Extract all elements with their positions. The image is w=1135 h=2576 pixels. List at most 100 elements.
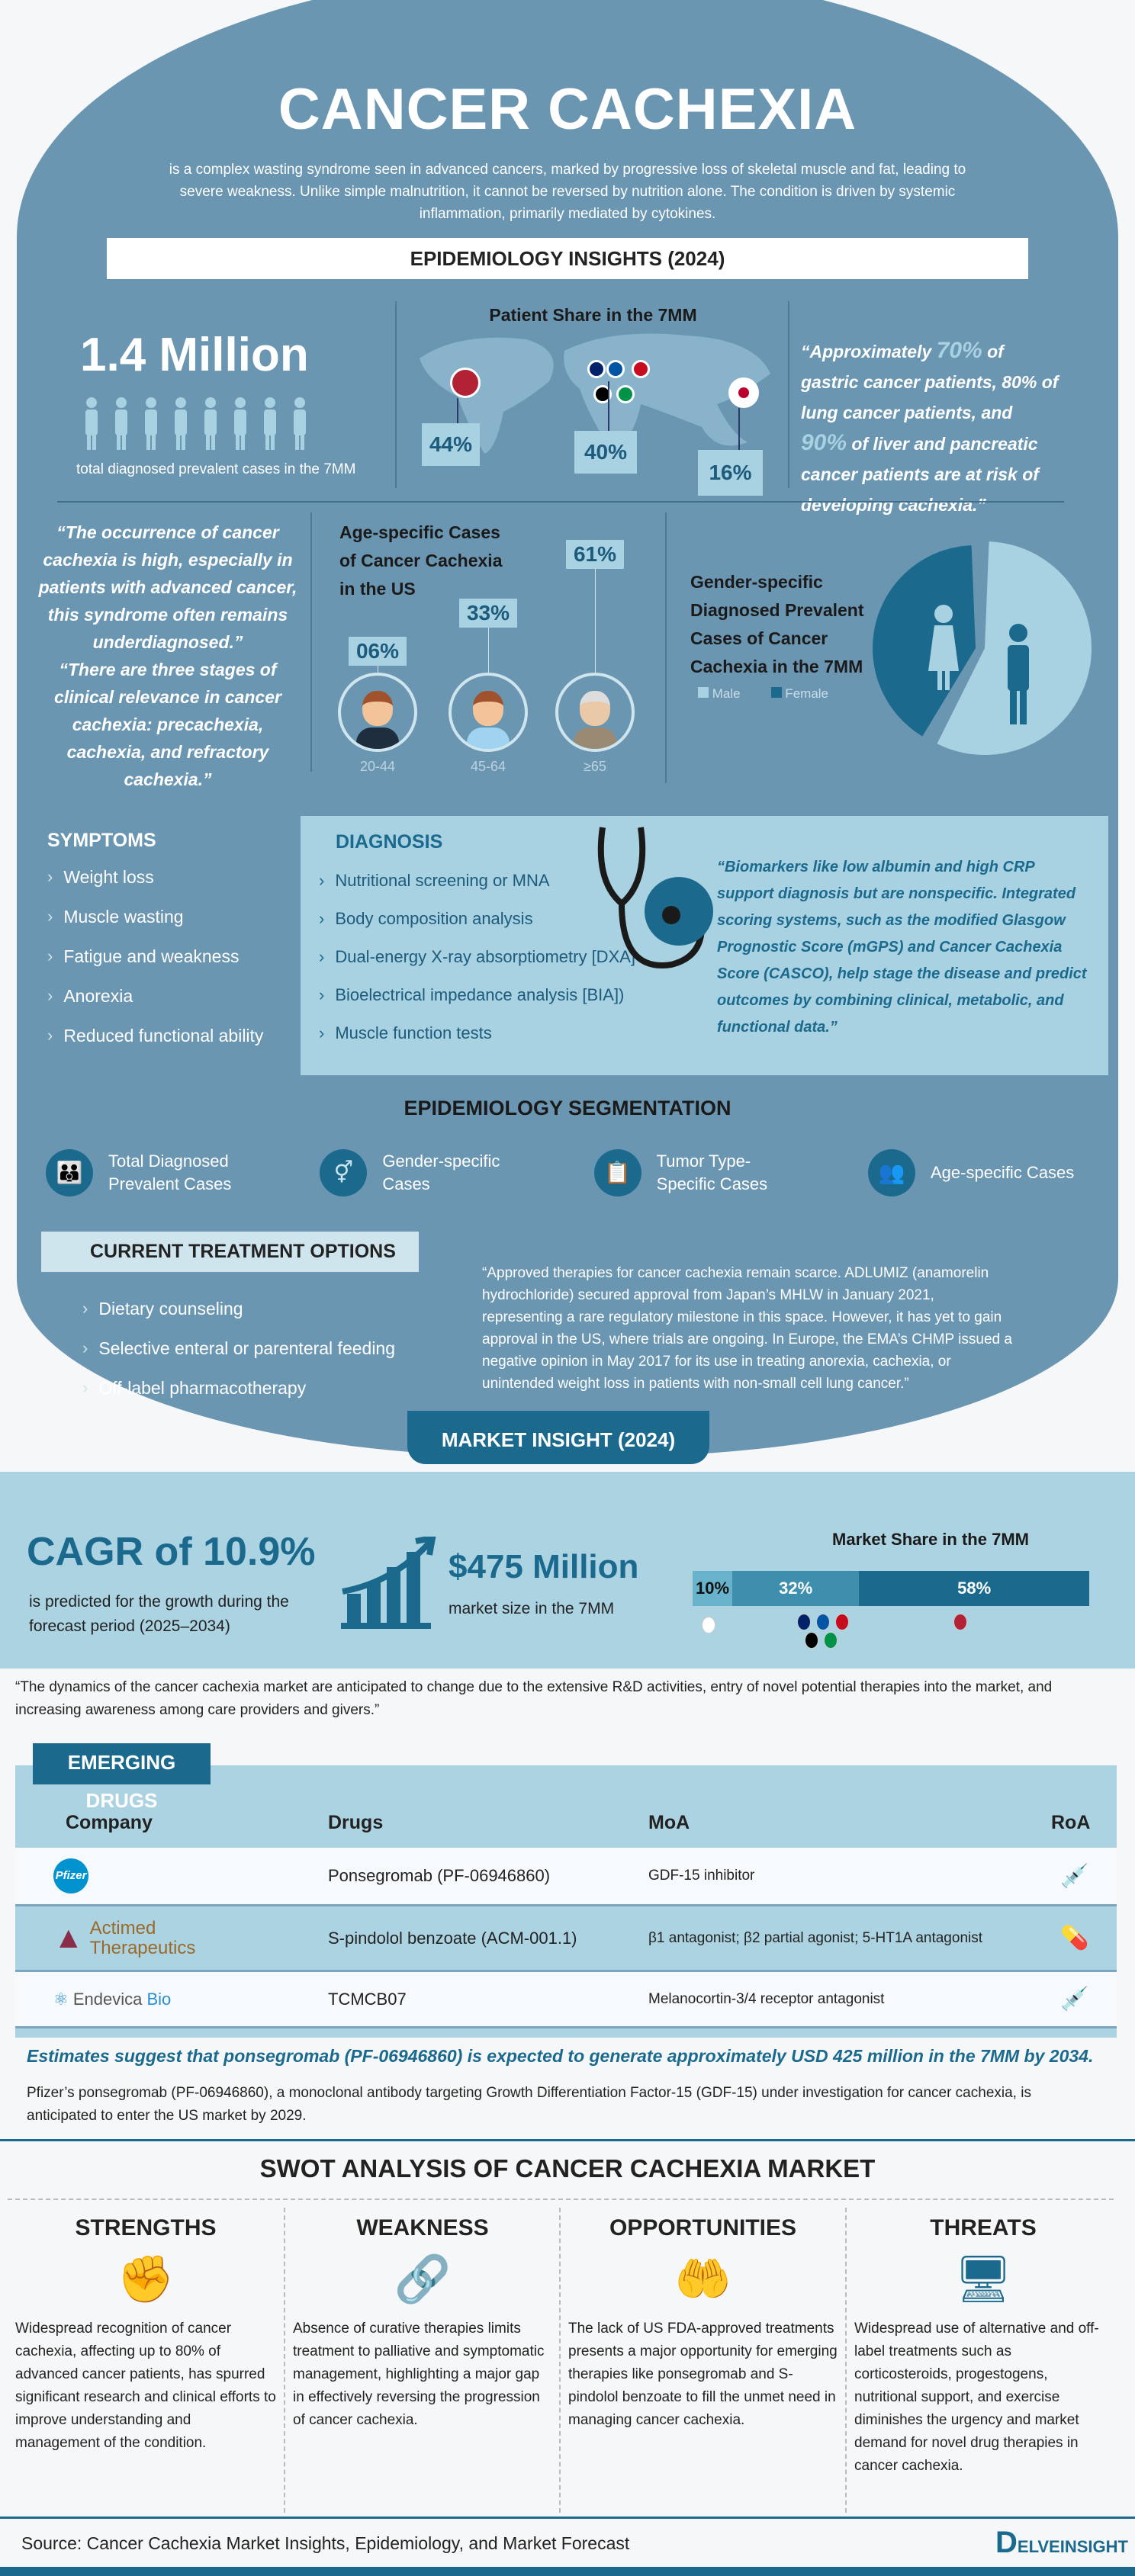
segmentation-list: 👪 Total Diagnosed Prevalent Cases ⚥ Gender-… (46, 1149, 1083, 1196)
divider (665, 512, 667, 783)
swot-text: Absence of curative therapies limits tre… (293, 2321, 545, 2428)
gender-pie-chart (873, 541, 1092, 755)
swot-threats: THREATS 🖥 Widespread use of alternative … (845, 2208, 1120, 2513)
risk-quote: “Approximately 70% of gastric cancer pat… (801, 338, 1059, 515)
flag-italy-icon (824, 1632, 838, 1649)
swot-weakness: WEAKNESS 🔗 Absence of curative therapies… (284, 2208, 560, 2513)
treatment-quote: “Approved therapies for cancer cachexia … (482, 1265, 1012, 1392)
age-label: 45-64 (470, 759, 506, 774)
segmentation-title: EPIDEMIOLOGY SEGMENTATION (404, 1097, 731, 1119)
drug-moa: Melanocortin-3/4 receptor antagonist (648, 1990, 885, 2007)
treatment-item: › Selective enteral or parenteral feeding (82, 1328, 395, 1368)
flag-germany-icon (593, 385, 612, 403)
symptom-item: › Weight loss (47, 857, 263, 897)
share-japan: 16% (698, 450, 763, 496)
drug-name: S-pindolol benzoate (ACM-001.1) (328, 1928, 577, 1948)
flag-us-icon (953, 1614, 967, 1630)
company-logo: ⚛ Endevica Bio (53, 1989, 172, 2009)
page-description: is a complex wasting syndrome seen in ad… (169, 162, 966, 222)
stages-quote: “There are three stages of clinical rele… (54, 660, 281, 789)
flag-japan-icon (728, 377, 759, 408)
actimed-logo-text: Actimed Therapeutics (89, 1917, 196, 1958)
segment-item: 👥 Age-specific Cases (867, 1149, 1083, 1196)
age-label: 20-44 (359, 759, 396, 774)
diagnosis-item: › Bioelectrical impedance analysis [BIA]) (319, 985, 625, 1004)
market-share-segment: 32% (732, 1571, 860, 1606)
chevron-right-icon: › (82, 1378, 88, 1397)
table-row: ⚛ Endevica Bio TCMCB07 Melanocortin-3/4 … (15, 1972, 1117, 2028)
age-connector (595, 569, 596, 673)
syringe-icon: 💉 (1060, 1987, 1089, 2012)
segment-icon: 👪 (46, 1149, 93, 1196)
market-band (0, 1472, 1135, 1669)
symptom-item: › Fatigue and weakness (47, 936, 263, 976)
underdiagnosed-quote: “The occurrence of cancer cachexia is hi… (38, 522, 297, 652)
age-share-2: 61% (566, 540, 624, 569)
symptom-item: › Anorexia (47, 976, 263, 1016)
age-share-0: 06% (349, 637, 407, 666)
diagnosis-panel (301, 816, 1108, 1075)
flag-italy-icon (616, 385, 635, 403)
table-header: Company Drugs MoA RoA (15, 1800, 1117, 1845)
chevron-right-icon: › (319, 1023, 325, 1042)
legend-female: Female (770, 686, 828, 702)
segment-item: 👪 Total Diagnosed Prevalent Cases (46, 1149, 261, 1196)
divider (0, 2139, 1135, 2141)
diagnosis-item: › Muscle function tests (319, 1023, 492, 1042)
flag-spain-icon (632, 360, 650, 378)
flag-germany-icon (805, 1632, 818, 1649)
symptoms-list: › Weight loss › Muscle wasting › Fatigue and … (47, 857, 263, 1055)
swot-icon: 🖥 (953, 2253, 1013, 2305)
market-title: MARKET INSIGHT (2024) (407, 1411, 709, 1464)
segment-icon: ⚥ (320, 1149, 368, 1196)
segment-item: ⚥ Gender-specific Cases (320, 1149, 535, 1196)
table-row: ▲ Actimed Therapeutics S-pindolol benzoat… (15, 1906, 1117, 1972)
flag-spain-icon (835, 1614, 849, 1630)
flag-uk-icon (797, 1614, 811, 1630)
source-text: Source: Cancer Cachexia Market Insights,… (21, 2533, 630, 2553)
chevron-right-icon: › (82, 1338, 88, 1357)
stethoscope-icon (597, 827, 713, 968)
male-icon (1008, 624, 1029, 724)
chevron-right-icon: › (319, 871, 325, 890)
swot-icon: 🔗 (394, 2253, 452, 2305)
delveinsight-logo: DELVEINSIGHT (995, 2526, 1128, 2559)
actimed-logo-mark: ▲ (53, 1921, 84, 1954)
market-size-caption: market size in the 7MM (449, 1600, 615, 1617)
swot-icon: ✊ (117, 2253, 175, 2305)
female-icon (928, 605, 959, 690)
swot-icon: 🤲 (674, 2253, 731, 2305)
share-eu4-uk: 40% (574, 431, 637, 474)
drug-moa: GDF-15 inhibitor (648, 1868, 755, 1884)
segment-icon: 👥 (867, 1149, 915, 1196)
page-title: CANCER CACHEXIA (278, 77, 857, 142)
diagnosis-list: › Nutritional screening or MNA › Body compo… (319, 862, 635, 1052)
swot-text: The lack of US FDA-approved treatments p… (568, 2321, 838, 2428)
chevron-right-icon: › (82, 1299, 88, 1318)
syringe-icon: 💉 (1060, 1863, 1089, 1889)
swot-heading: THREATS (930, 2215, 1037, 2240)
drug-name: Ponsegromab (PF-06946860) (328, 1866, 551, 1885)
gender-title: Gender-specific Diagnosed Prevalent Case… (690, 572, 864, 676)
chevron-right-icon: › (319, 909, 325, 928)
chevron-right-icon: › (47, 907, 53, 926)
pin-line (738, 408, 740, 450)
swot-text: Widespread use of alternative and off-la… (854, 2321, 1099, 2474)
chevron-right-icon: › (47, 867, 53, 886)
chevron-right-icon: › (47, 986, 53, 1005)
swot-opportunities: OPPORTUNITIES 🤲 The lack of US FDA-appro… (559, 2208, 845, 2513)
growth-chart-icon (341, 1537, 436, 1629)
share-us: 44% (422, 423, 480, 466)
flag-us-icon (450, 368, 481, 398)
pill-icon: 💊 (1060, 1926, 1089, 1951)
swot-strengths: STRENGTHS ✊ Widespread recognition of ca… (8, 2208, 284, 2513)
patient-share-title: Patient Share in the 7MM (489, 305, 697, 325)
drug-name: TCMCB07 (328, 1989, 407, 2009)
col-drugs: Drugs (328, 1811, 384, 1833)
market-share-bar: 10% 32% 58% (693, 1571, 1089, 1606)
age-connector (488, 628, 489, 673)
col-moa: MoA (648, 1811, 690, 1833)
cagr-caption: is predicted for the growth during the f… (29, 1593, 289, 1635)
divider (8, 2199, 1114, 2200)
company-logo: Pfizer (53, 1858, 88, 1893)
